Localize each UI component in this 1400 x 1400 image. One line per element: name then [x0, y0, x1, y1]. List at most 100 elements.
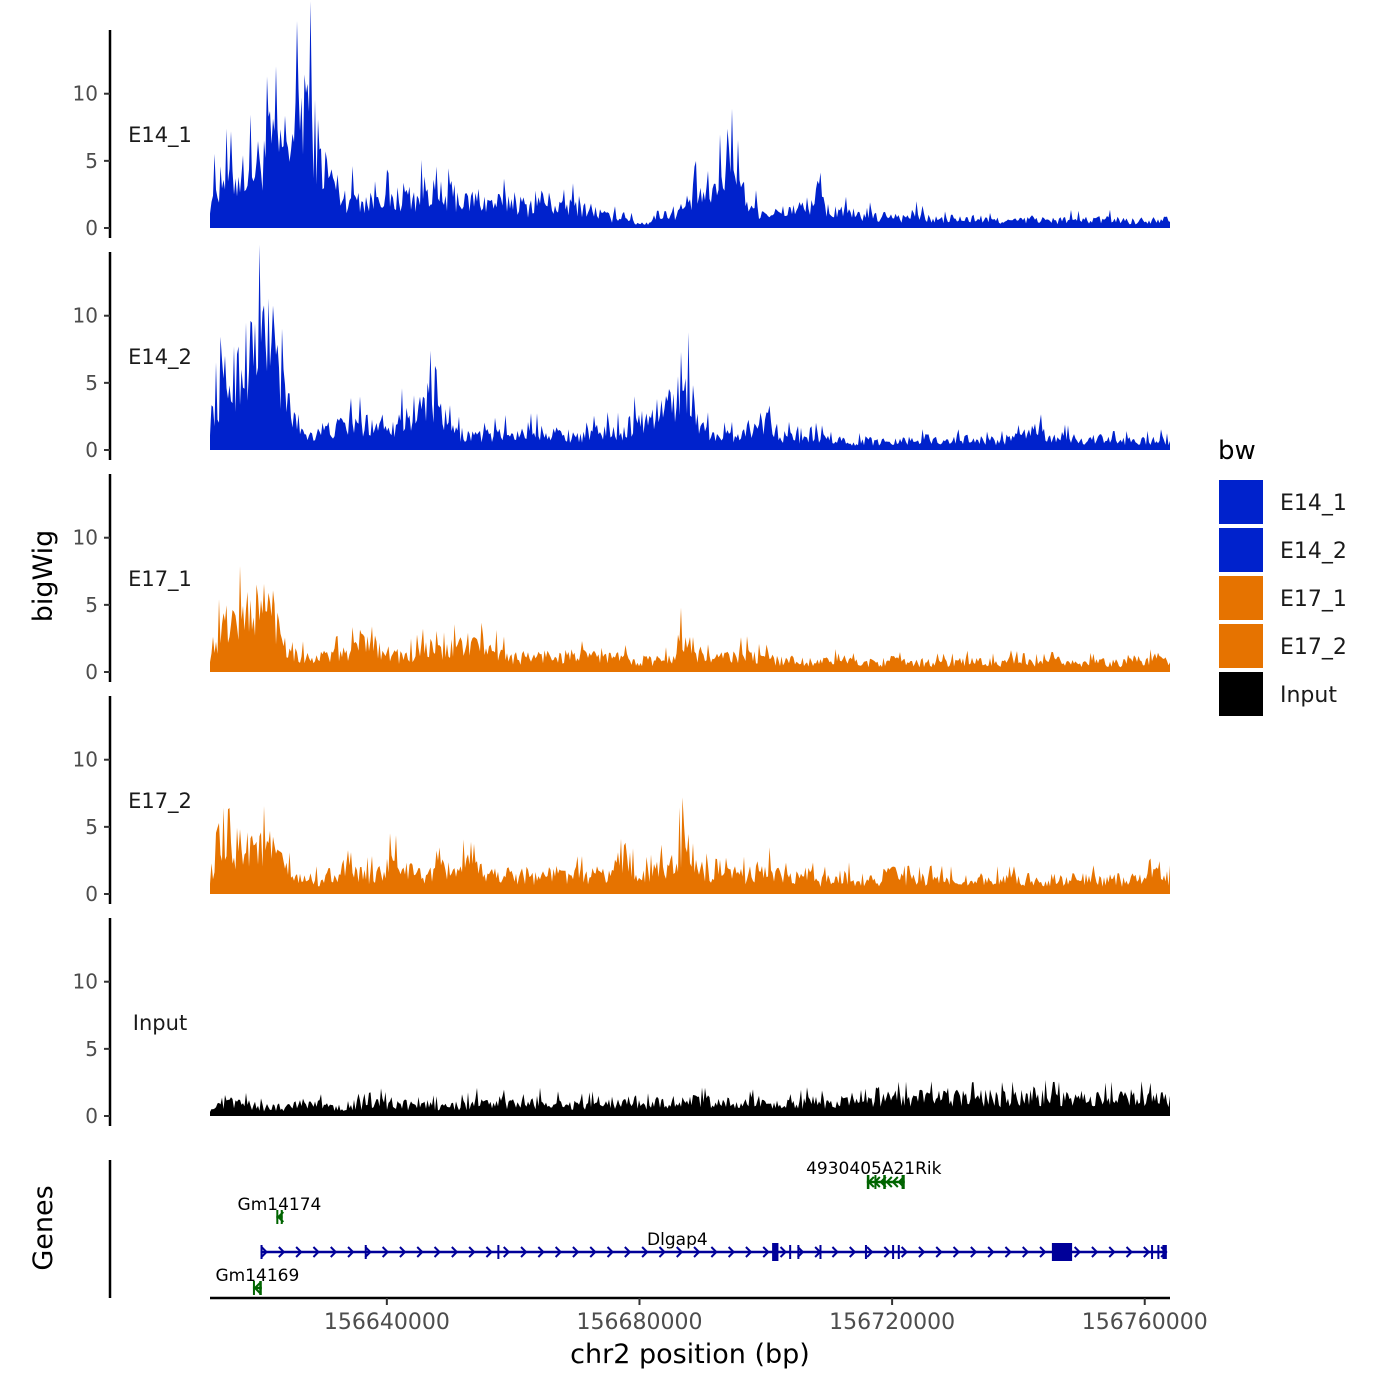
track-label: E17_2 [128, 789, 192, 814]
strand-arrow [485, 1246, 493, 1258]
track-label: E17_1 [128, 567, 192, 592]
legend-swatch-E17_2 [1217, 622, 1265, 670]
x-axis-title: chr2 position (bp) [570, 1339, 810, 1370]
strand-arrow [1125, 1246, 1133, 1258]
strand-arrow [606, 1246, 614, 1258]
y-tick-label: 0 [85, 216, 98, 240]
x-tick-label: 156640000 [324, 1310, 450, 1335]
strand-arrow [1039, 1246, 1047, 1258]
legend: bw E14_1 E14_2 E17_1 E17_2 Input [1217, 436, 1347, 718]
track-E14_2: 0 5 10 E14_2 [73, 244, 1170, 462]
exon [819, 1245, 822, 1259]
strand-arrow [1108, 1246, 1116, 1258]
legend-title: bw [1218, 436, 1256, 466]
coverage-area-E14_2 [210, 244, 1170, 450]
exon [1157, 1245, 1160, 1259]
legend-swatch-E17_1 [1217, 574, 1265, 622]
gene-label: 4930405A21Rik [806, 1159, 942, 1179]
strand-arrow [891, 1176, 899, 1188]
strand-arrow [554, 1246, 563, 1258]
gene-label: Dlgap4 [647, 1230, 708, 1250]
exon [883, 1175, 886, 1189]
x-tick-label: 156720000 [829, 1310, 955, 1335]
exon [866, 1175, 870, 1189]
track-Input: 0 5 10 Input [73, 918, 1170, 1128]
strand-arrow [260, 1246, 268, 1258]
strand-arrow [710, 1246, 718, 1258]
strand-arrow [935, 1246, 943, 1258]
strand-arrow [503, 1246, 511, 1258]
strand-arrow [572, 1246, 580, 1258]
strand-arrow [381, 1246, 390, 1258]
legend-swatch-Input [1217, 670, 1265, 718]
strand-arrow [537, 1246, 545, 1258]
exon [259, 1281, 262, 1295]
exon [1162, 1245, 1167, 1259]
strand-arrow [312, 1246, 320, 1258]
strand-arrow [1143, 1246, 1151, 1258]
gene-Gm14174: Gm14174 [238, 1195, 322, 1224]
legend-swatch-E14_2 [1217, 526, 1265, 574]
track-label: E14_1 [128, 123, 192, 148]
y-tick-label: 10 [73, 970, 98, 994]
exon [364, 1245, 367, 1259]
exon [892, 1245, 895, 1259]
exon [1051, 1243, 1073, 1261]
y-tick-label: 5 [85, 593, 98, 617]
y-tick-label: 5 [85, 815, 98, 839]
legend-label: E17_1 [1280, 587, 1347, 612]
y-tick-label: 0 [85, 882, 98, 906]
strand-arrow [918, 1246, 926, 1258]
exon [276, 1210, 279, 1224]
y-axis-title: bigWig [28, 530, 59, 623]
strand-arrow [885, 1176, 893, 1188]
strand-arrow [658, 1246, 666, 1258]
exon [497, 1245, 500, 1259]
strand-arrow [1004, 1246, 1012, 1258]
strand-arrow [676, 1246, 684, 1258]
y-tick-label: 5 [85, 1037, 98, 1061]
exon [260, 1245, 263, 1259]
exon [772, 1243, 779, 1261]
exon [1151, 1245, 1154, 1259]
strand-arrow [866, 1246, 874, 1258]
gene-label: Gm14174 [238, 1195, 322, 1215]
strand-arrow [399, 1246, 407, 1258]
strand-arrow [468, 1246, 476, 1258]
strand-arrow [693, 1246, 701, 1258]
track-E17_1: 0 5 10 E17_1 [73, 474, 1170, 684]
coverage-area-E14_1 [210, 1, 1170, 228]
exon [252, 1281, 255, 1295]
track-label: Input [133, 1011, 187, 1035]
exon [864, 1245, 867, 1259]
coverage-area-Input [210, 1080, 1170, 1116]
coverage-area-E17_2 [210, 797, 1170, 894]
y-tick-label: 0 [85, 1104, 98, 1128]
strand-arrow [624, 1246, 632, 1258]
strand-arrow [745, 1246, 753, 1258]
strand-arrow [831, 1246, 839, 1258]
strand-arrow [797, 1246, 805, 1258]
strand-arrow [347, 1246, 355, 1258]
strand-arrow [451, 1246, 459, 1258]
strand-arrow [987, 1246, 995, 1258]
strand-arrow [727, 1246, 736, 1258]
exon [797, 1245, 800, 1259]
legend-label: E17_2 [1280, 635, 1347, 660]
strand-arrow [433, 1246, 441, 1258]
coverage-area-E17_1 [210, 566, 1170, 672]
exon [897, 1245, 900, 1259]
exon [280, 1210, 283, 1224]
strand-arrow [779, 1246, 787, 1258]
strand-arrow [520, 1246, 528, 1258]
track-E14_1: 0 5 10 E14_1 [73, 1, 1170, 240]
y-tick-label: 0 [85, 438, 98, 462]
strand-arrow [330, 1246, 338, 1258]
gene-Dlgap4: Dlgap4 [260, 1230, 1168, 1261]
strand-arrow [762, 1246, 770, 1258]
strand-arrow [970, 1246, 978, 1258]
strand-arrow [952, 1246, 960, 1258]
legend-label: E14_2 [1280, 539, 1347, 564]
y-tick-label: 0 [85, 660, 98, 684]
